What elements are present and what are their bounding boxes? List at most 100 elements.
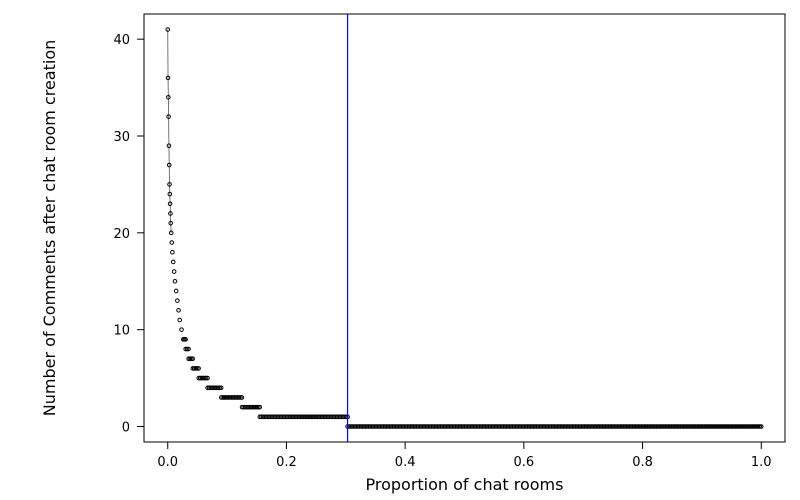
data-point bbox=[202, 375, 207, 381]
data-point bbox=[169, 240, 175, 245]
data-point bbox=[678, 424, 683, 429]
data-point bbox=[672, 424, 677, 429]
data-point bbox=[684, 424, 689, 429]
data-point bbox=[302, 414, 308, 420]
data-point bbox=[415, 424, 421, 429]
data-point bbox=[227, 395, 233, 400]
data-point bbox=[411, 424, 416, 429]
data-point bbox=[400, 424, 406, 429]
data-point bbox=[694, 424, 700, 429]
data-point bbox=[444, 424, 449, 429]
data-point bbox=[340, 414, 346, 420]
data-point bbox=[166, 94, 171, 100]
data-point bbox=[505, 424, 511, 429]
data-point bbox=[220, 395, 226, 400]
data-point bbox=[441, 424, 446, 429]
data-point bbox=[167, 191, 173, 197]
y-axis-title: Number of Comments after chat room creat… bbox=[40, 40, 59, 417]
data-point bbox=[517, 424, 523, 429]
data-point bbox=[403, 424, 409, 429]
data-point bbox=[493, 424, 499, 429]
data-point bbox=[450, 424, 455, 429]
data-point bbox=[633, 424, 638, 429]
data-point bbox=[226, 395, 231, 400]
data-point bbox=[682, 424, 688, 429]
data-point bbox=[628, 424, 634, 429]
data-point bbox=[447, 424, 452, 429]
data-point bbox=[328, 414, 334, 420]
data-point bbox=[247, 404, 252, 410]
data-point bbox=[330, 414, 335, 420]
data-point bbox=[496, 424, 502, 429]
data-point bbox=[702, 424, 707, 429]
data-point bbox=[755, 424, 761, 429]
data-point bbox=[477, 424, 482, 429]
data-point bbox=[746, 424, 752, 429]
data-point bbox=[499, 424, 505, 429]
data-point bbox=[529, 424, 535, 429]
data-point bbox=[532, 424, 538, 429]
data-point bbox=[660, 424, 665, 429]
data-point bbox=[743, 424, 749, 429]
data-point bbox=[598, 424, 604, 429]
y-tick-label: 0 bbox=[122, 421, 130, 436]
data-point bbox=[639, 424, 644, 429]
data-point bbox=[339, 414, 344, 420]
data-point bbox=[263, 414, 269, 420]
data-point bbox=[233, 395, 239, 400]
data-point bbox=[397, 424, 403, 429]
data-point bbox=[655, 424, 661, 429]
data-point bbox=[331, 414, 337, 420]
data-point bbox=[418, 424, 424, 429]
y-axis: 0 10 20 30 40 bbox=[113, 33, 144, 436]
data-point bbox=[508, 424, 514, 429]
data-point bbox=[433, 424, 439, 429]
data-point bbox=[466, 424, 472, 429]
data-point bbox=[558, 424, 563, 429]
data-point bbox=[325, 414, 331, 420]
data-point bbox=[601, 424, 607, 429]
data-point bbox=[385, 424, 391, 429]
data-point bbox=[715, 424, 721, 429]
data-point bbox=[603, 424, 608, 429]
data-point bbox=[354, 424, 359, 429]
data-point bbox=[170, 249, 175, 255]
data-point bbox=[260, 414, 266, 420]
data-point bbox=[239, 395, 245, 400]
data-point bbox=[275, 414, 281, 420]
data-point bbox=[537, 424, 542, 429]
data-point bbox=[710, 424, 716, 429]
data-point bbox=[196, 366, 201, 371]
data-point bbox=[616, 424, 622, 429]
data-point bbox=[236, 395, 242, 400]
data-point bbox=[526, 424, 532, 429]
data-point bbox=[435, 424, 440, 429]
data-point bbox=[462, 424, 467, 429]
data-point bbox=[669, 424, 674, 429]
data-point bbox=[478, 424, 484, 429]
data-point bbox=[265, 414, 270, 420]
data-point bbox=[373, 424, 379, 429]
data-point bbox=[513, 424, 518, 429]
data-point bbox=[408, 424, 413, 429]
data-point bbox=[627, 424, 632, 429]
data-point bbox=[250, 404, 255, 410]
data-point bbox=[304, 414, 310, 420]
data-point bbox=[734, 424, 740, 429]
data-point bbox=[209, 385, 215, 391]
data-point bbox=[585, 424, 590, 429]
data-point bbox=[191, 366, 197, 371]
data-point bbox=[168, 211, 173, 216]
x-axis: 0.0 0.2 0.4 0.6 0.8 1.0 bbox=[157, 442, 772, 470]
data-point bbox=[700, 424, 706, 429]
data-point bbox=[166, 114, 171, 119]
data-point bbox=[556, 424, 562, 429]
data-point bbox=[417, 424, 422, 429]
data-point bbox=[305, 414, 311, 420]
data-point bbox=[211, 385, 216, 391]
data-point bbox=[215, 385, 221, 391]
data-point bbox=[528, 424, 533, 429]
data-point bbox=[643, 424, 649, 429]
data-point bbox=[391, 424, 397, 429]
data-point bbox=[280, 414, 285, 420]
